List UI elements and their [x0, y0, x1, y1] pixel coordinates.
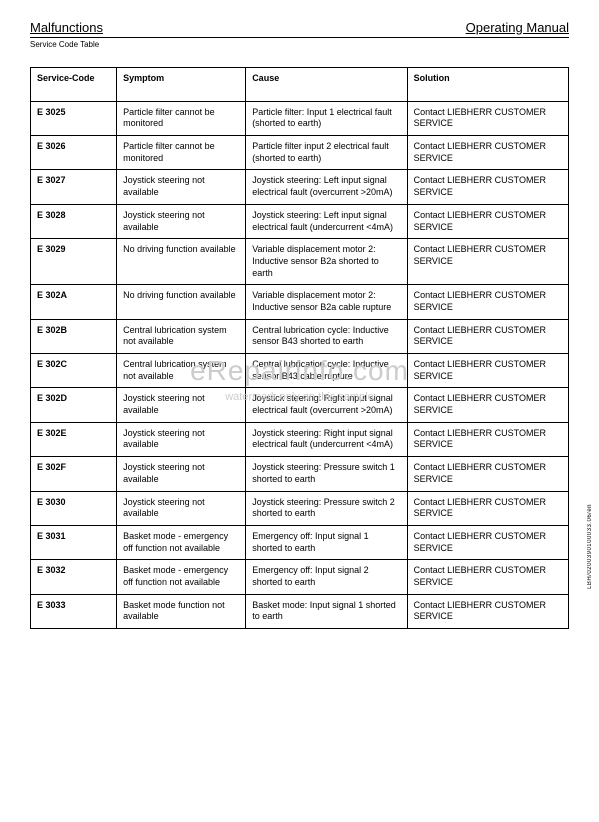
cell-cause: Joystick steering: Left input signal ele… — [246, 204, 407, 238]
cell-cause: Variable displacement motor 2: Inductive… — [246, 285, 407, 319]
table-row: E 3031Basket mode - emergency off functi… — [31, 525, 569, 559]
cell-symptom: Joystick steering not available — [117, 422, 246, 456]
cell-solution: Contact LIEBHERR CUSTOMER SERVICE — [407, 354, 568, 388]
cell-cause: Particle filter input 2 electrical fault… — [246, 136, 407, 170]
cell-symptom: Particle filter cannot be monitored — [117, 101, 246, 135]
table-row: E 3033Basket mode function not available… — [31, 594, 569, 628]
cell-solution: Contact LIEBHERR CUSTOMER SERVICE — [407, 101, 568, 135]
table-row: E 3028Joystick steering not availableJoy… — [31, 204, 569, 238]
col-cause: Cause — [246, 68, 407, 102]
table-body: E 3025Particle filter cannot be monitore… — [31, 101, 569, 628]
cell-cause: Joystick steering: Left input signal ele… — [246, 170, 407, 204]
table-row: E 302BCentral lubrication system not ava… — [31, 319, 569, 353]
cell-service-code: E 302E — [31, 422, 117, 456]
cell-service-code: E 302A — [31, 285, 117, 319]
cell-service-code: E 302F — [31, 457, 117, 491]
cell-service-code: E 3027 — [31, 170, 117, 204]
table-header-row: Service-Code Symptom Cause Solution — [31, 68, 569, 102]
cell-service-code: E 3026 — [31, 136, 117, 170]
table-row: E 302ANo driving function availableVaria… — [31, 285, 569, 319]
cell-symptom: Central lubrication system not available — [117, 354, 246, 388]
table-row: E 302EJoystick steering not availableJoy… — [31, 422, 569, 456]
cell-solution: Contact LIEBHERR CUSTOMER SERVICE — [407, 525, 568, 559]
table-row: E 302DJoystick steering not availableJoy… — [31, 388, 569, 422]
col-solution: Solution — [407, 68, 568, 102]
service-code-table: Service-Code Symptom Cause Solution E 30… — [30, 67, 569, 629]
cell-solution: Contact LIEBHERR CUSTOMER SERVICE — [407, 136, 568, 170]
cell-solution: Contact LIEBHERR CUSTOMER SERVICE — [407, 319, 568, 353]
table-row: E 3029No driving function availableVaria… — [31, 239, 569, 285]
cell-solution: Contact LIEBHERR CUSTOMER SERVICE — [407, 388, 568, 422]
cell-symptom: Joystick steering not available — [117, 491, 246, 525]
cell-solution: Contact LIEBHERR CUSTOMER SERVICE — [407, 285, 568, 319]
cell-symptom: Joystick steering not available — [117, 457, 246, 491]
cell-service-code: E 3032 — [31, 560, 117, 594]
cell-solution: Contact LIEBHERR CUSTOMER SERVICE — [407, 422, 568, 456]
table-row: E 302FJoystick steering not availableJoy… — [31, 457, 569, 491]
cell-service-code: E 3031 — [31, 525, 117, 559]
cell-cause: Joystick steering: Pressure switch 1 sho… — [246, 457, 407, 491]
cell-symptom: Joystick steering not available — [117, 388, 246, 422]
cell-solution: Contact LIEBHERR CUSTOMER SERVICE — [407, 560, 568, 594]
table-row: E 3025Particle filter cannot be monitore… — [31, 101, 569, 135]
document-code: LBH/0200390100033.06/en — [587, 504, 593, 589]
table-row: E 302CCentral lubrication system not ava… — [31, 354, 569, 388]
cell-symptom: Basket mode - emergency off function not… — [117, 560, 246, 594]
table-row: E 3026Particle filter cannot be monitore… — [31, 136, 569, 170]
cell-service-code: E 3028 — [31, 204, 117, 238]
header-subtitle: Service Code Table — [30, 40, 569, 49]
cell-symptom: Basket mode function not available — [117, 594, 246, 628]
cell-solution: Contact LIEBHERR CUSTOMER SERVICE — [407, 170, 568, 204]
cell-cause: Joystick steering: Right input signal el… — [246, 388, 407, 422]
cell-solution: Contact LIEBHERR CUSTOMER SERVICE — [407, 204, 568, 238]
cell-solution: Contact LIEBHERR CUSTOMER SERVICE — [407, 491, 568, 525]
cell-symptom: Particle filter cannot be monitored — [117, 136, 246, 170]
header-manual-type: Operating Manual — [466, 20, 569, 35]
cell-symptom: Central lubrication system not available — [117, 319, 246, 353]
cell-symptom: Joystick steering not available — [117, 204, 246, 238]
cell-cause: Basket mode: Input signal 1 shorted to e… — [246, 594, 407, 628]
cell-solution: Contact LIEBHERR CUSTOMER SERVICE — [407, 239, 568, 285]
col-service-code: Service-Code — [31, 68, 117, 102]
table-row: E 3027Joystick steering not availableJoy… — [31, 170, 569, 204]
cell-service-code: E 3033 — [31, 594, 117, 628]
cell-service-code: E 3030 — [31, 491, 117, 525]
cell-cause: Joystick steering: Pressure switch 2 sho… — [246, 491, 407, 525]
table-row: E 3030Joystick steering not availableJoy… — [31, 491, 569, 525]
cell-service-code: E 3025 — [31, 101, 117, 135]
table-row: E 3032Basket mode - emergency off functi… — [31, 560, 569, 594]
cell-cause: Variable displacement motor 2: Inductive… — [246, 239, 407, 285]
cell-cause: Particle filter: Input 1 electrical faul… — [246, 101, 407, 135]
cell-cause: Central lubrication cycle: Inductive sen… — [246, 319, 407, 353]
cell-cause: Emergency off: Input signal 2 shorted to… — [246, 560, 407, 594]
cell-service-code: E 302D — [31, 388, 117, 422]
cell-cause: Emergency off: Input signal 1 shorted to… — [246, 525, 407, 559]
cell-symptom: Joystick steering not available — [117, 170, 246, 204]
cell-solution: Contact LIEBHERR CUSTOMER SERVICE — [407, 594, 568, 628]
col-symptom: Symptom — [117, 68, 246, 102]
cell-symptom: No driving function available — [117, 239, 246, 285]
cell-cause: Central lubrication cycle: Inductive sen… — [246, 354, 407, 388]
cell-symptom: No driving function available — [117, 285, 246, 319]
cell-service-code: E 3029 — [31, 239, 117, 285]
cell-service-code: E 302C — [31, 354, 117, 388]
header-section-title: Malfunctions — [30, 20, 103, 35]
cell-cause: Joystick steering: Right input signal el… — [246, 422, 407, 456]
page-header: Malfunctions Operating Manual — [30, 20, 569, 38]
cell-service-code: E 302B — [31, 319, 117, 353]
cell-solution: Contact LIEBHERR CUSTOMER SERVICE — [407, 457, 568, 491]
cell-symptom: Basket mode - emergency off function not… — [117, 525, 246, 559]
